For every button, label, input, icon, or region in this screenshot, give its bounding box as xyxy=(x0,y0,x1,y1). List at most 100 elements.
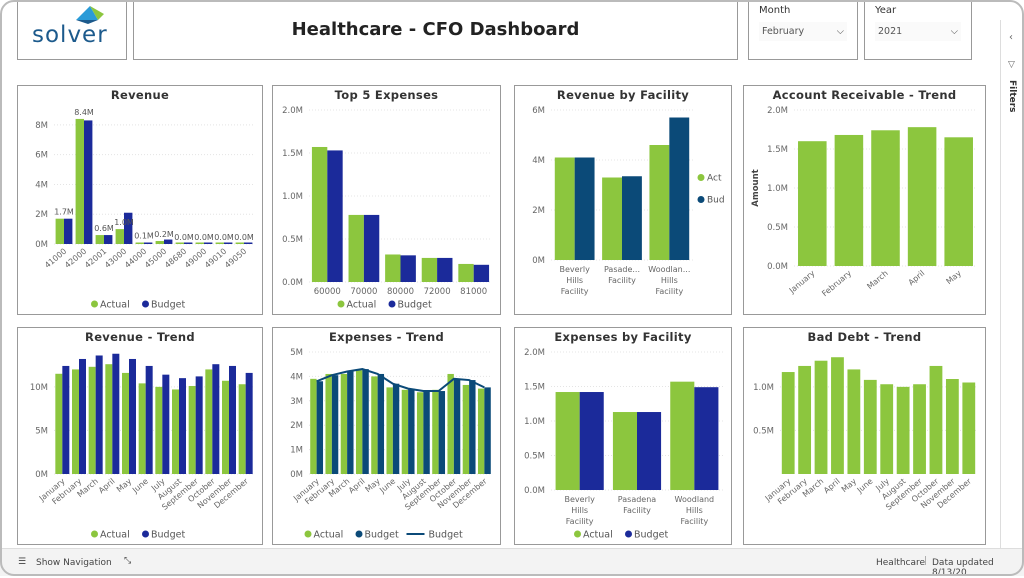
month-dropdown[interactable]: February ⌵ xyxy=(759,22,847,41)
bar-budget[interactable] xyxy=(423,391,430,474)
bar-actual[interactable] xyxy=(371,376,378,474)
bar-actual[interactable] xyxy=(235,242,244,245)
bar-budget[interactable] xyxy=(124,212,133,244)
bar-budget[interactable] xyxy=(224,242,233,245)
legend-label[interactable]: Bud xyxy=(707,196,725,206)
bar-actual[interactable] xyxy=(311,146,328,282)
legend-label[interactable]: Actual xyxy=(314,530,344,541)
bar-actual[interactable] xyxy=(325,373,332,474)
show-navigation-button[interactable]: Show Navigation xyxy=(36,558,112,568)
bar-value[interactable] xyxy=(863,379,877,474)
bar-budget[interactable] xyxy=(162,374,170,474)
bar-actual[interactable] xyxy=(188,385,196,474)
bar-actual[interactable] xyxy=(670,381,695,490)
bar-actual[interactable] xyxy=(238,384,246,474)
bar-bud[interactable] xyxy=(574,157,595,261)
bar-actual[interactable] xyxy=(385,254,401,282)
bar-value[interactable] xyxy=(871,130,900,266)
bar-value[interactable] xyxy=(781,372,795,474)
chevron-left-icon[interactable]: ‹ xyxy=(1009,32,1013,43)
bar-budget[interactable] xyxy=(104,235,113,244)
legend-label[interactable]: Actual xyxy=(583,530,613,541)
bar-value[interactable] xyxy=(944,137,973,266)
hamburger-icon[interactable]: ☰ xyxy=(18,557,27,567)
bar-budget[interactable] xyxy=(229,365,236,474)
bar-budget[interactable] xyxy=(400,255,416,282)
bar-actual[interactable] xyxy=(477,388,485,474)
legend-label[interactable]: Budget xyxy=(151,530,185,541)
bar-budget[interactable] xyxy=(327,150,343,282)
bar-budget[interactable] xyxy=(363,214,380,282)
bar-act[interactable] xyxy=(602,177,622,261)
bar-budget[interactable] xyxy=(408,388,415,474)
chart-revtrend[interactable]: Revenue - Trend 0M 5M 10M January February Mar… xyxy=(17,327,263,545)
bar-actual[interactable] xyxy=(340,373,348,474)
bar-budget[interactable] xyxy=(144,242,153,244)
bar-actual[interactable] xyxy=(222,380,229,474)
legend-label[interactable]: Actual xyxy=(100,530,130,541)
bar-budget[interactable] xyxy=(437,257,453,282)
bar-actual[interactable] xyxy=(175,242,184,245)
bar-value[interactable] xyxy=(962,382,976,475)
bar-actual[interactable] xyxy=(155,386,163,474)
bar-budget[interactable] xyxy=(112,353,120,474)
bar-actual[interactable] xyxy=(386,387,393,474)
bar-actual[interactable] xyxy=(55,218,64,244)
bar-value[interactable] xyxy=(831,357,844,474)
bar-value[interactable] xyxy=(798,365,812,474)
bar-value[interactable] xyxy=(880,384,894,474)
bar-actual[interactable] xyxy=(462,384,470,474)
bar-actual[interactable] xyxy=(416,392,424,474)
bar-budget[interactable] xyxy=(84,120,93,244)
bar-budget[interactable] xyxy=(484,387,491,474)
bar-actual[interactable] xyxy=(155,241,164,244)
bar-actual[interactable] xyxy=(215,242,224,245)
bar-value[interactable] xyxy=(798,141,827,266)
bar-actual[interactable] xyxy=(348,214,364,282)
bar-actual[interactable] xyxy=(355,370,363,474)
bar-actual[interactable] xyxy=(115,229,124,244)
legend-label[interactable]: Actual xyxy=(347,300,377,311)
bar-actual[interactable] xyxy=(105,364,113,474)
bar-budget[interactable] xyxy=(62,365,70,474)
bar-budget[interactable] xyxy=(145,365,153,474)
legend-label[interactable]: Actual xyxy=(100,300,130,311)
bar-act[interactable] xyxy=(554,157,575,261)
legend-label[interactable]: Budget xyxy=(398,300,432,311)
bar-budget[interactable] xyxy=(469,380,476,474)
bar-value[interactable] xyxy=(913,384,926,474)
legend-label[interactable]: Act xyxy=(707,174,722,184)
bar-budget[interactable] xyxy=(195,376,203,474)
bar-budget[interactable] xyxy=(245,372,253,474)
bar-budget[interactable] xyxy=(362,369,369,474)
bar-value[interactable] xyxy=(945,379,959,474)
collapse-icon[interactable]: ⤡ xyxy=(124,556,132,566)
bar-actual[interactable] xyxy=(88,366,96,474)
bar-budget[interactable] xyxy=(184,242,193,245)
bar-value[interactable] xyxy=(847,369,861,474)
legend-label[interactable]: Budget xyxy=(365,530,399,541)
bar-budget[interactable] xyxy=(438,391,446,474)
bar-value[interactable] xyxy=(907,127,937,266)
bar-budget[interactable] xyxy=(453,378,461,474)
bar-actual[interactable] xyxy=(95,235,104,244)
bar-budget[interactable] xyxy=(347,371,354,474)
bar-budget[interactable] xyxy=(164,239,173,244)
chart-expfac[interactable]: Expenses by Facility 0.0M 0.5M 1.0M 1.5M 2.0M… xyxy=(514,327,732,545)
bar-actual[interactable] xyxy=(172,389,179,474)
bar-budget[interactable] xyxy=(377,373,385,474)
bar-value[interactable] xyxy=(896,386,910,474)
bar-actual[interactable] xyxy=(447,373,454,474)
bar-budget[interactable] xyxy=(331,375,339,474)
bar-budget[interactable] xyxy=(473,264,490,282)
bar-budget[interactable] xyxy=(179,378,186,474)
bar-actual[interactable] xyxy=(421,257,438,282)
bar-actual[interactable] xyxy=(432,389,439,474)
legend-label[interactable]: Budget xyxy=(151,300,185,311)
bar-actual[interactable] xyxy=(205,369,213,474)
bar-bud[interactable] xyxy=(669,117,690,261)
bar-budget[interactable] xyxy=(204,242,213,245)
bar-budget[interactable] xyxy=(95,355,103,474)
bar-actual[interactable] xyxy=(612,412,637,490)
bar-bud[interactable] xyxy=(622,176,642,260)
